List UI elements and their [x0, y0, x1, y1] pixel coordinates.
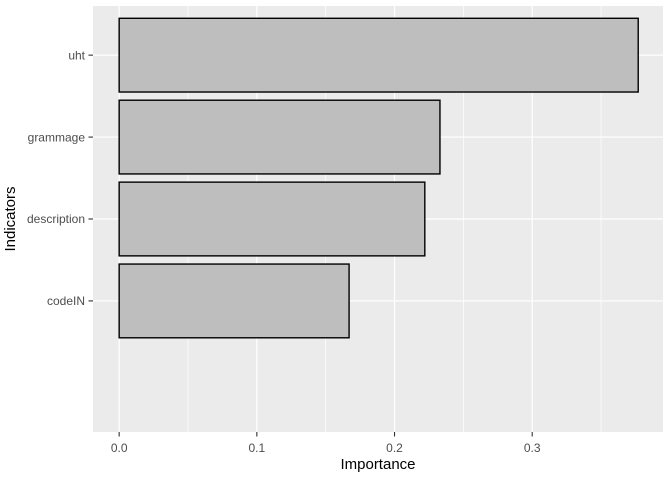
- plot-area: 0.0 0.1 0.2 0.3 uht grammage description codeIN: [27, 6, 663, 455]
- y-tick-label-grammage: grammage: [28, 130, 86, 144]
- x-tick-label: 0.1: [248, 441, 265, 455]
- bar-description: [118, 181, 426, 257]
- y-tick-label-description: description: [27, 212, 85, 226]
- x-tick-label: 0.0: [111, 441, 128, 455]
- x-axis-title: Importance: [340, 456, 415, 473]
- y-tick-label-codeIN: codeIN: [47, 294, 85, 308]
- bar-uht: [118, 17, 639, 93]
- x-tick-label: 0.2: [386, 441, 403, 455]
- bar-grammage: [118, 99, 441, 175]
- bar-codeIN: [118, 263, 350, 339]
- y-tick-label-uht: uht: [68, 48, 85, 62]
- y-axis-title: Indicators: [2, 186, 19, 251]
- x-tick-label: 0.3: [524, 441, 541, 455]
